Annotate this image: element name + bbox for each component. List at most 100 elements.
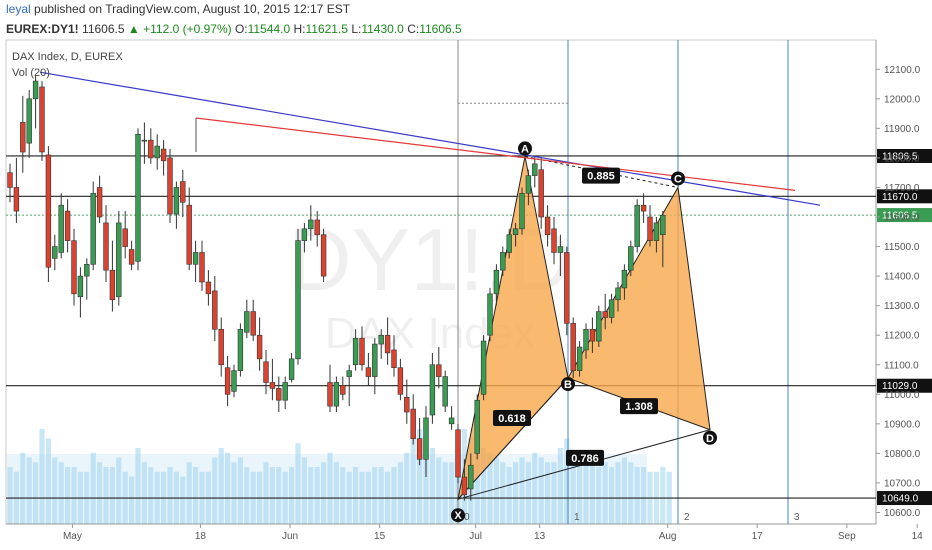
candle-body [365, 367, 372, 377]
candle-body [512, 228, 519, 236]
volume-bar [641, 467, 647, 524]
candle-body [263, 361, 269, 383]
price-label-box [877, 148, 932, 163]
candle-body [39, 86, 45, 153]
volume-bar [417, 429, 423, 524]
candle-body [340, 385, 346, 395]
candle-body [404, 396, 410, 413]
volume-bar [141, 462, 147, 524]
volume-bar [410, 438, 416, 524]
pattern-point-label: X [454, 510, 462, 522]
volume-bar [506, 467, 512, 524]
candle-body [506, 234, 512, 253]
candle-body [608, 299, 615, 318]
candle-body [589, 328, 596, 342]
y-tick-label: 11700.0 [884, 183, 920, 194]
publish-info: published on TradingView.com, August 10,… [34, 2, 351, 16]
volume-bar [557, 448, 563, 524]
volume-bar [532, 452, 538, 524]
high-label: H: [293, 22, 306, 36]
volume-bar [372, 467, 378, 524]
volume-bar [487, 452, 493, 524]
volume-bar [193, 467, 199, 524]
candle-body [244, 311, 250, 333]
candle-body [52, 246, 58, 259]
volume-bar [570, 452, 576, 524]
candle-body [84, 263, 90, 277]
candle-body [525, 175, 532, 194]
volume-bar [615, 462, 621, 524]
candle-body [327, 382, 333, 407]
volume-bar [20, 452, 26, 524]
candle-body [224, 367, 231, 395]
volume-bar [71, 467, 77, 524]
volume-bar [231, 462, 237, 524]
candle-body [180, 181, 186, 203]
candle-body [410, 408, 416, 439]
candle-body [596, 311, 602, 342]
candle-body [551, 228, 557, 253]
close-value: 11606.5 [419, 22, 462, 36]
y-tick-label: 11800.0 [884, 153, 920, 164]
volume-bar [333, 462, 339, 524]
candle-body [154, 145, 160, 159]
volume-bar [436, 457, 442, 524]
pattern-labels: X A B C D 0.618 0.885 1.308 0.786 [451, 141, 717, 523]
price-label-text: 11029.0 [882, 381, 918, 392]
price-label-text: 11806.5 [882, 151, 918, 162]
candle-body [71, 240, 77, 295]
candle-body [173, 187, 180, 215]
candle-body [519, 193, 525, 230]
candle-body [442, 376, 448, 407]
volume-bar [391, 467, 397, 524]
ratio-label: 0.786 [571, 453, 599, 465]
pattern-point-marker [703, 430, 717, 445]
volume-bar [628, 462, 634, 524]
y-tick-label: 11500.0 [884, 242, 920, 253]
y-tick-label: 11100.0 [884, 360, 919, 371]
volume-bar [33, 462, 39, 524]
y-tick-label: 12000.0 [884, 94, 921, 105]
volume-bar [301, 457, 307, 524]
volume-bar [103, 467, 109, 524]
volume-bar [180, 476, 186, 524]
volume-bar [218, 448, 224, 524]
candle-body [256, 334, 263, 360]
candle-body [58, 204, 64, 253]
x-tick-label: Aug [659, 531, 677, 542]
low-label: L: [351, 22, 362, 36]
volume-bars [7, 429, 672, 524]
candle-body [474, 399, 480, 454]
volume-bar [39, 429, 45, 524]
pattern-point-label: A [521, 143, 529, 155]
trend-line-red [195, 117, 796, 192]
harmonic-pattern [457, 155, 711, 501]
candle-body [544, 216, 551, 236]
volume-bar [321, 462, 327, 524]
fib-time-label: 3 [794, 512, 800, 523]
high-value: 11621.5 [305, 22, 348, 36]
volume-bar [244, 467, 250, 524]
price-label-text: 11606.5 [882, 211, 918, 222]
symbol-line: EUREX:DY1! 11606.5 ▲ +112.0 (+0.97%) O:1… [6, 22, 932, 36]
price-label-box [877, 491, 932, 506]
candle-body [378, 334, 384, 345]
volume-bar [634, 467, 640, 524]
fib-time-label: 1 [574, 512, 580, 523]
candle-body [640, 204, 647, 212]
author-link[interactable]: leyal [6, 2, 31, 16]
close-label: C: [407, 22, 420, 36]
candle-body [90, 193, 96, 265]
volume-bar [609, 467, 615, 524]
volume-bar [7, 467, 13, 524]
candle-body [564, 252, 570, 324]
volume-bar [525, 462, 531, 524]
volume-bar [289, 467, 295, 524]
candle-body [128, 249, 135, 265]
ratio-label: 1.308 [625, 401, 653, 413]
volume-bar [276, 467, 282, 524]
candle-body [282, 382, 288, 401]
candle-body [96, 187, 103, 218]
candle-body [660, 214, 666, 236]
